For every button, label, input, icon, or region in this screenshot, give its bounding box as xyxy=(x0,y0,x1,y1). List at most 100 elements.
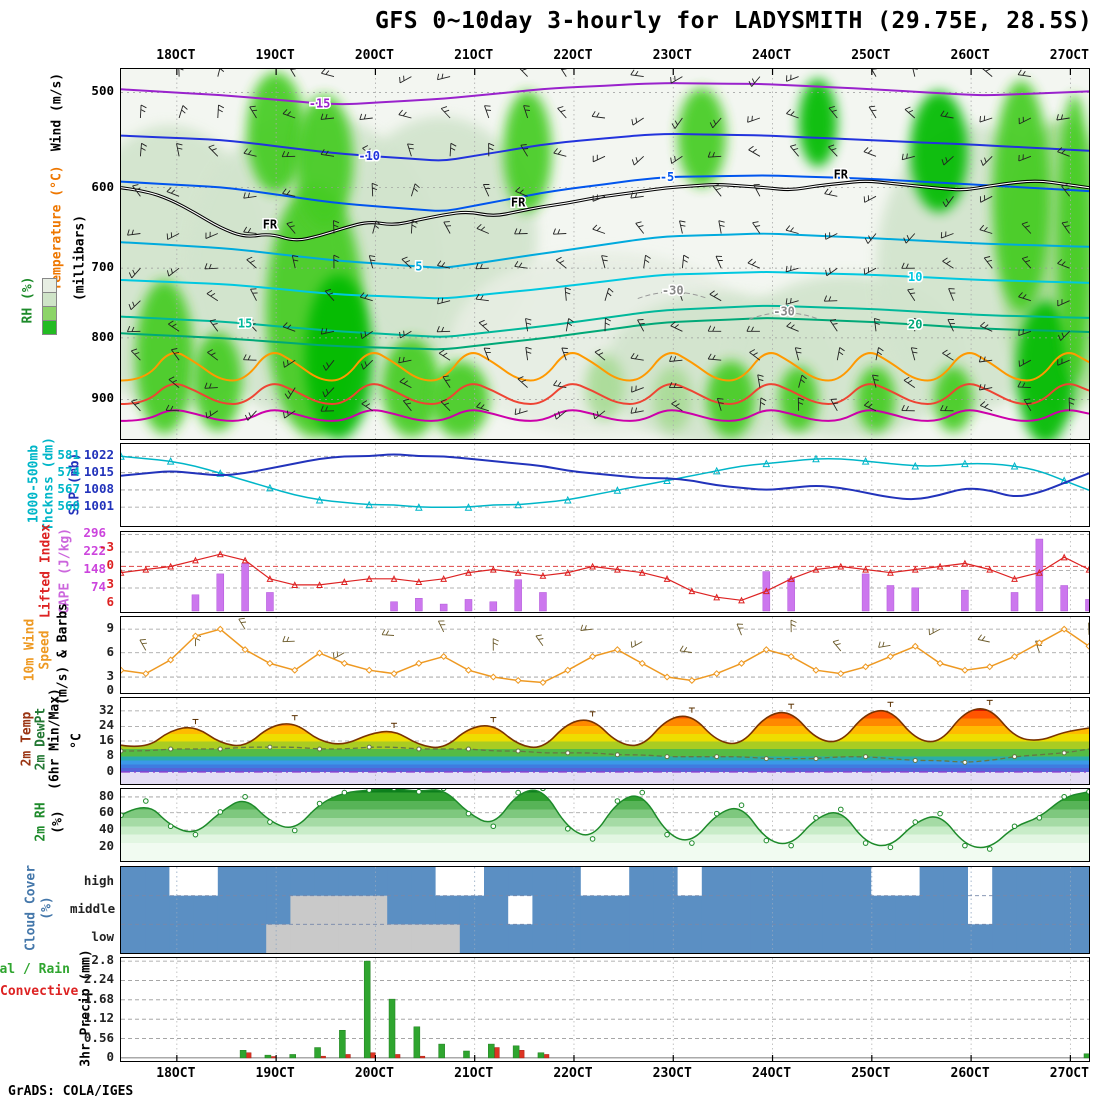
x-axis-label: 18OCT xyxy=(156,48,196,63)
x-axis-label: 21OCT xyxy=(454,48,494,63)
x-axis-label: 23OCT xyxy=(652,1066,692,1081)
svg-text:10: 10 xyxy=(908,270,922,284)
x-axis-label: 27OCT xyxy=(1049,48,1089,63)
tick-label: 8 xyxy=(106,746,114,762)
ylabel-6hr-minmax: (6hr Min/Max) xyxy=(47,688,63,790)
rh-colorbar-swatch xyxy=(42,306,57,321)
tick-label: 0.56 xyxy=(83,1029,114,1045)
tick-label: high xyxy=(83,872,114,888)
ylabel-2m-rh: 2m RH xyxy=(33,802,49,842)
ylabel-millibars: (millibars) xyxy=(72,214,88,302)
tick-label: 16 xyxy=(98,732,114,747)
rh2m-chart xyxy=(121,789,1089,861)
svg-text:FR: FR xyxy=(511,195,526,209)
tick-label: 0 xyxy=(106,1048,114,1064)
panel-cape-lifted-index xyxy=(120,531,1090,613)
cape-li-chart xyxy=(121,532,1089,612)
ylabel-cloud-pct: (%) xyxy=(39,896,55,920)
rh-colorbar-swatch xyxy=(42,292,57,307)
tick-label: 700 xyxy=(91,259,114,275)
svg-text:-5: -5 xyxy=(660,170,674,184)
tick-label: 74 xyxy=(90,579,106,594)
x-axis-label: 24OCT xyxy=(751,1066,792,1081)
x-axis-label: 27OCT xyxy=(1049,1066,1089,1081)
tick-label: 1022 xyxy=(83,447,114,463)
ylabel-wind: Wind (m/s) xyxy=(49,72,65,152)
panel-2m-rh xyxy=(120,788,1090,862)
svg-text:FR: FR xyxy=(263,217,278,231)
x-axis-label: 25OCT xyxy=(851,1066,891,1081)
ylabel-temperature: Temperature (°C) xyxy=(49,165,65,291)
ylabel-10m-wind: 10m Wind xyxy=(22,618,38,682)
tick-label: low xyxy=(91,929,114,945)
x-axis-label: 19OCT xyxy=(255,1066,295,1081)
panel-2m-temp-dewpt xyxy=(120,697,1090,785)
svg-text:15: 15 xyxy=(238,316,252,330)
legend-convective: Convective xyxy=(0,984,79,999)
x-axis-label: 20OCT xyxy=(354,1066,394,1081)
svg-text:-15: -15 xyxy=(309,96,331,110)
tick-label: 296 xyxy=(83,525,106,541)
ylabel-2m-dewpt: 2m DewPt xyxy=(33,707,49,771)
tick-label: 6 xyxy=(106,594,114,610)
tick-label: 32 xyxy=(98,701,114,717)
x-axis-label: 26OCT xyxy=(950,48,990,63)
tick-label: 1.68 xyxy=(83,990,114,1006)
ylabel-cloud-cover: Cloud Cover xyxy=(23,864,39,952)
tick-label: 581 xyxy=(57,447,80,463)
x-axis-label: 18OCT xyxy=(156,1066,196,1081)
tick-label: 2.8 xyxy=(91,952,114,968)
tick-label: 9 xyxy=(106,620,114,636)
tick-label: 600 xyxy=(91,178,114,194)
tick-label: 1015 xyxy=(83,463,114,479)
x-axis-label: 25OCT xyxy=(851,48,891,63)
footer-credit: GrADS: COLA/IGES xyxy=(8,1084,134,1099)
tick-label: 900 xyxy=(91,390,114,406)
tick-label: 0 xyxy=(106,762,114,778)
tick-label: 24 xyxy=(98,717,114,733)
svg-text:-10: -10 xyxy=(358,149,380,163)
x-axis-label: 21OCT xyxy=(454,1066,494,1081)
tick-label: 0 xyxy=(106,681,114,697)
precip-chart xyxy=(121,958,1089,1061)
legend-total-rain: Total / Rain xyxy=(0,962,70,977)
ylabel-wind-speed: Speed xyxy=(37,630,53,670)
tick-label: 3 xyxy=(106,668,114,684)
tick-label: 1.12 xyxy=(83,1010,114,1026)
x-axis-label: 19OCT xyxy=(255,48,295,63)
tick-label: 2.24 xyxy=(83,971,114,987)
rh-colorbar-swatch xyxy=(42,278,57,293)
x-axis-label: 24OCT xyxy=(751,48,792,63)
tick-label: 60 xyxy=(98,803,114,819)
tick-label: 80 xyxy=(98,787,114,803)
ylabel-rh-pct: (%) xyxy=(50,810,66,834)
tick-label: 500 xyxy=(91,83,114,99)
x-axis-label: 22OCT xyxy=(553,48,593,63)
tick-label: -3 xyxy=(98,539,114,554)
x-axis-label: 20OCT xyxy=(354,48,394,63)
ylabel-lifted-index: Lifted Index xyxy=(38,524,54,618)
svg-text:-30: -30 xyxy=(662,284,684,298)
tick-label: 567 xyxy=(57,480,80,496)
ylabel-2m-temp: 2m Temp xyxy=(19,711,35,767)
tick-label: 222 xyxy=(83,543,106,558)
tick-label: 574 xyxy=(57,463,80,479)
cloud-cover-chart xyxy=(121,867,1089,953)
rh-colorbar-swatch xyxy=(42,320,57,335)
svg-text:20: 20 xyxy=(908,318,922,332)
cross-section-chart: -15 -10 -5 5 10 15 20 -30 -30 FR FR FR xyxy=(121,69,1089,439)
tick-label: 560 xyxy=(57,498,80,514)
tick-label: middle xyxy=(70,901,116,916)
chart-title: GFS 0~10day 3-hourly for LADYSMITH (29.7… xyxy=(375,8,1093,34)
x-axis-label: 26OCT xyxy=(950,1066,990,1081)
tick-label: 40 xyxy=(98,821,114,837)
svg-text:5: 5 xyxy=(415,259,422,273)
panel-cross-section: -15 -10 -5 5 10 15 20 -30 -30 FR FR FR xyxy=(120,68,1090,440)
svg-text:-30: -30 xyxy=(773,304,795,318)
slp-thickness-chart xyxy=(121,444,1089,526)
x-axis-label: 22OCT xyxy=(553,1066,593,1081)
wind10m-chart xyxy=(121,617,1089,693)
ylabel-rh: RH (%) xyxy=(20,276,36,324)
tick-label: 20 xyxy=(98,838,114,854)
